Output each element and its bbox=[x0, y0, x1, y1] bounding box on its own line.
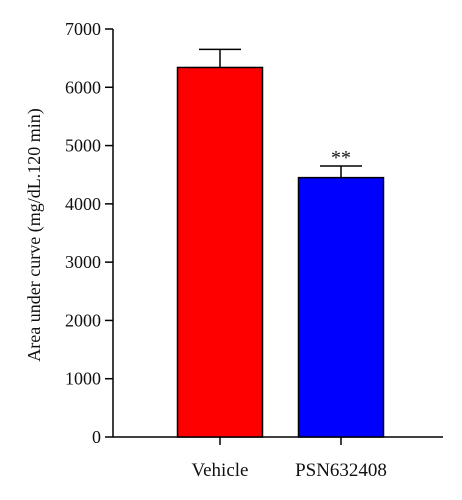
y-tick-label: 0 bbox=[92, 427, 101, 447]
error-bars bbox=[199, 48, 362, 178]
y-axis-title: Area under curve (mg/dL.120 min) bbox=[24, 108, 45, 361]
y-tick-label: 1000 bbox=[65, 369, 101, 389]
x-category-label: Vehicle bbox=[192, 460, 249, 481]
y-tick-label: 5000 bbox=[65, 136, 101, 156]
y-axis: 0 1000 2000 3000 4000 5000 6000 7000 bbox=[65, 19, 114, 447]
y-tick-label: 7000 bbox=[65, 19, 101, 39]
x-axis: Vehicle PSN632408 bbox=[113, 436, 443, 481]
significance-label: ** bbox=[331, 147, 351, 169]
y-tick-label: 6000 bbox=[65, 77, 101, 97]
bars bbox=[176, 66, 385, 438]
bar-vehicle bbox=[176, 66, 264, 438]
bar-psn632408 bbox=[297, 176, 385, 438]
y-tick-label: 4000 bbox=[65, 194, 101, 214]
x-category-label: PSN632408 bbox=[295, 460, 387, 481]
y-tick-label: 2000 bbox=[65, 310, 101, 330]
y-tick-label: 3000 bbox=[65, 252, 101, 272]
annotations: ** bbox=[331, 147, 351, 169]
